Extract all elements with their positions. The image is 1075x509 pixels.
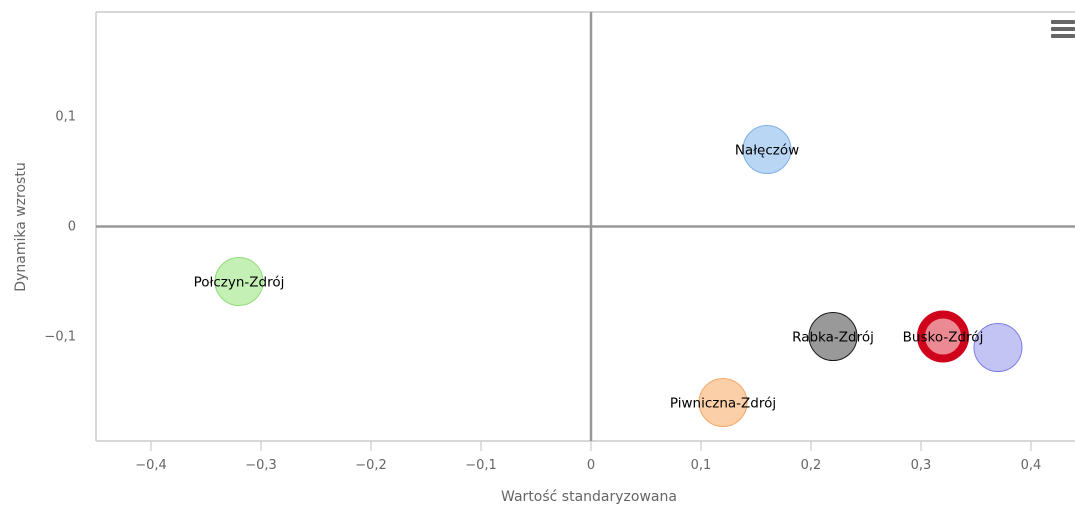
bubble-busko-zdr-j[interactable] (917, 310, 969, 363)
x-tick-label: 0,2 (801, 458, 822, 473)
x-tick-label: 0,4 (1021, 458, 1042, 473)
bubble-rabka-zdr-j[interactable] (808, 312, 858, 361)
x-tick-label: 0,3 (911, 458, 932, 473)
y-tick-label: 0,1 (55, 110, 76, 125)
hamburger-menu-icon[interactable] (1051, 20, 1075, 42)
bubble-na-cz-w[interactable] (742, 125, 792, 174)
x-tick-label: −0,1 (465, 458, 497, 473)
x-axis-title: Wartość standaryzowana (501, 489, 677, 505)
y-axis-title: Dynamika wzrostu (13, 162, 29, 291)
x-tick-label: 0,1 (691, 458, 712, 473)
x-tick-label: −0,4 (135, 458, 167, 473)
data-label: Nałęczów (735, 143, 799, 159)
x-tick-label: 0 (587, 458, 595, 473)
y-tick-label: 0 (68, 220, 76, 235)
bubble-po-czyn-zdr-j[interactable] (214, 257, 264, 306)
x-tick-label: −0,3 (245, 458, 277, 473)
data-label: Połczyn-Zdrój (194, 275, 285, 291)
bubble-unlabeled[interactable] (973, 323, 1023, 372)
x-tick-label: −0,2 (355, 458, 387, 473)
data-label: Piwniczna-Zdrój (670, 396, 776, 412)
data-label: Rabka-Zdrój (792, 330, 874, 346)
data-label: Busko-Zdrój (903, 330, 984, 346)
y-tick-label: −0,1 (44, 330, 76, 345)
bubble-piwniczna-zdr-j[interactable] (698, 378, 748, 427)
